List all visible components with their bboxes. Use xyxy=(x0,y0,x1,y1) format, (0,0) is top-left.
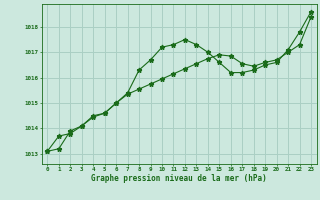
X-axis label: Graphe pression niveau de la mer (hPa): Graphe pression niveau de la mer (hPa) xyxy=(91,174,267,183)
